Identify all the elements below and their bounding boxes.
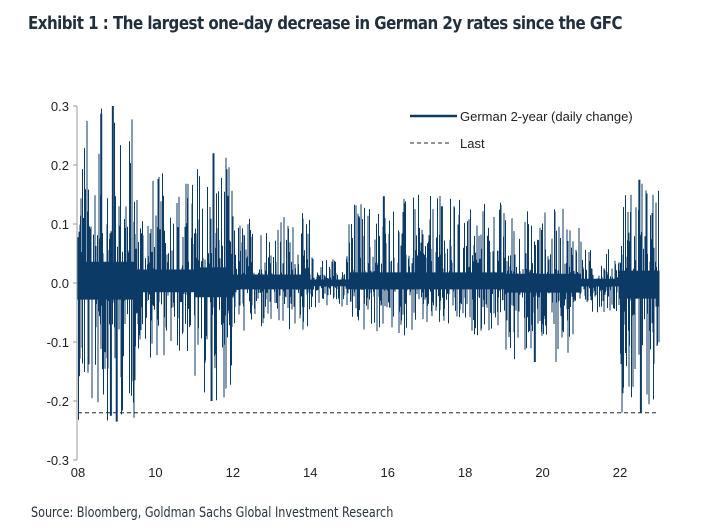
- x-tick-label: 14: [303, 465, 317, 480]
- y-tick-label: 0.3: [51, 99, 69, 114]
- x-tick-label: 16: [380, 465, 394, 480]
- legend-label-last: Last: [460, 136, 485, 151]
- series-daily-change: [77, 106, 660, 422]
- y-tick-label: 0.0: [51, 276, 69, 291]
- y-tick-label: -0.3: [47, 453, 69, 468]
- legend-label-series: German 2-year (daily change): [460, 109, 633, 124]
- series-negative-changes: [77, 283, 660, 421]
- x-axis-ticks: 08 10 12 14 16 18 20 22: [71, 465, 627, 480]
- x-tick-label: 20: [535, 465, 549, 480]
- legend: German 2-year (daily change) Last: [410, 109, 633, 151]
- series-positive-changes: [77, 108, 660, 283]
- x-tick-label: 12: [226, 465, 240, 480]
- source-note: Source: Bloomberg, Goldman Sachs Global …: [31, 505, 394, 521]
- x-tick-label: 10: [148, 465, 162, 480]
- y-axis-ticks: 0.3 0.2 0.1 0.0 -0.1 -0.2 -0.3: [47, 99, 77, 468]
- y-tick-label: 0.1: [51, 217, 69, 232]
- x-tick-label: 08: [71, 465, 85, 480]
- y-tick-label: -0.2: [47, 394, 69, 409]
- y-tick-label: -0.1: [47, 335, 69, 350]
- chart-title: Exhibit 1 : The largest one-day decrease…: [28, 14, 623, 34]
- x-tick-label: 18: [458, 465, 472, 480]
- y-tick-label: 0.2: [51, 158, 69, 173]
- x-tick-label: 22: [613, 465, 627, 480]
